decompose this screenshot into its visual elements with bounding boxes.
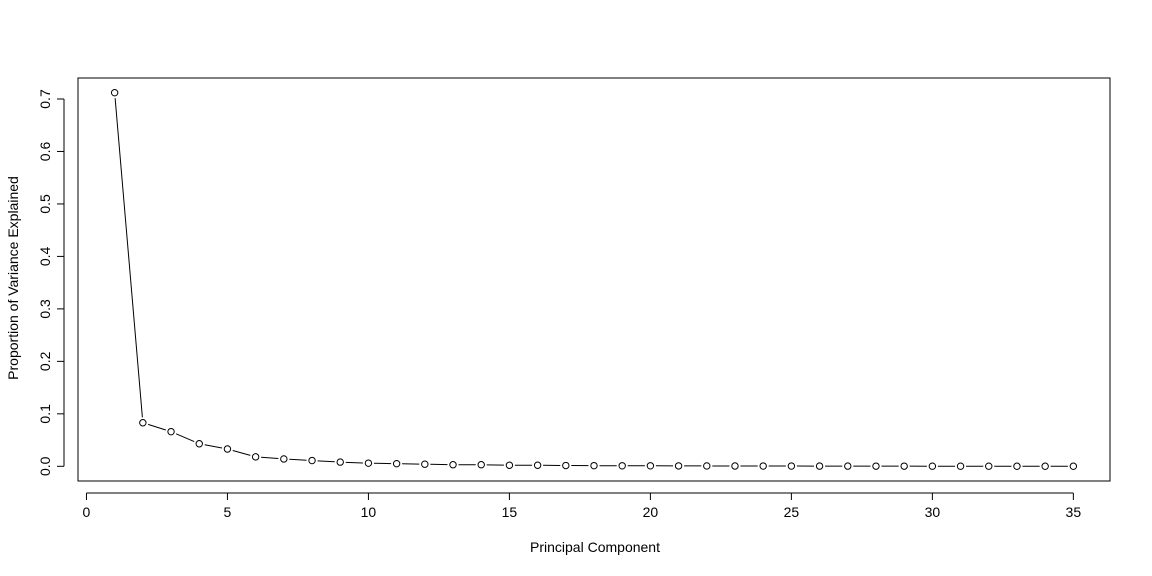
data-point	[759, 462, 767, 470]
y-tick-label: 0.3	[37, 299, 53, 319]
data-point	[392, 459, 401, 468]
data-point	[449, 461, 457, 469]
data-point	[900, 462, 908, 470]
x-tick-label: 25	[784, 504, 800, 520]
series-segment	[289, 458, 307, 461]
data-point	[844, 462, 852, 470]
data-point	[421, 460, 429, 468]
data-point	[562, 461, 570, 470]
x-tick-label: 5	[224, 504, 232, 520]
data-point	[618, 462, 626, 470]
data-point	[1069, 462, 1078, 470]
y-tick-label: 0.1	[37, 404, 53, 424]
y-tick-label: 0.4	[37, 246, 53, 266]
y-tick-label: 0.5	[37, 194, 53, 214]
data-point	[139, 419, 147, 427]
data-point	[815, 462, 824, 470]
data-point	[1013, 462, 1021, 470]
data-point	[674, 462, 683, 470]
y-tick-label: 0.7	[37, 89, 53, 109]
data-point	[787, 462, 796, 470]
series-segment	[317, 460, 335, 463]
series-segment	[261, 456, 279, 460]
data-point	[1041, 462, 1049, 470]
x-tick-label: 0	[83, 504, 91, 520]
data-point	[336, 458, 344, 466]
data-point	[590, 461, 598, 470]
x-axis: 0 5 10 15 20 25 30 35	[83, 492, 1082, 520]
series-line	[114, 98, 1068, 467]
y-tick-label: 0.0	[37, 456, 53, 476]
data-point	[985, 462, 993, 470]
data-point	[364, 459, 373, 467]
x-tick-label: 10	[361, 504, 377, 520]
y-tick-label: 0.6	[37, 142, 53, 162]
y-axis-title: Proportion of Variance Explained	[5, 176, 21, 380]
data-point	[872, 462, 880, 470]
y-axis: 0.0 0.1 0.2 0.3 0.4 0.5 0.6 0.7	[37, 89, 65, 476]
data-point	[703, 462, 711, 470]
data-point	[928, 462, 937, 470]
x-axis-title: Principal Component	[530, 539, 660, 555]
x-tick-label: 15	[502, 504, 518, 520]
data-point	[223, 445, 232, 453]
y-tick-label: 0.2	[37, 351, 53, 371]
series-segment	[232, 449, 251, 456]
data-point	[533, 461, 542, 469]
data-point	[280, 455, 288, 463]
data-point	[167, 427, 175, 436]
series-segment	[345, 461, 363, 464]
x-tick-label: 20	[643, 504, 659, 520]
x-tick-label: 30	[925, 504, 941, 520]
data-point	[731, 462, 739, 470]
x-tick-label: 35	[1066, 504, 1082, 520]
data-point	[251, 453, 260, 461]
series-segment	[175, 433, 195, 443]
data-point	[646, 462, 655, 470]
data-point	[477, 461, 485, 469]
series-segment	[114, 98, 143, 418]
plot-frame	[77, 77, 1111, 482]
data-point	[195, 440, 203, 448]
data-points	[110, 88, 1078, 470]
data-point	[308, 456, 316, 465]
data-point	[956, 462, 965, 470]
data-point	[110, 88, 119, 97]
data-point	[505, 461, 514, 469]
series-segment	[204, 444, 223, 449]
series-segment	[147, 423, 166, 431]
